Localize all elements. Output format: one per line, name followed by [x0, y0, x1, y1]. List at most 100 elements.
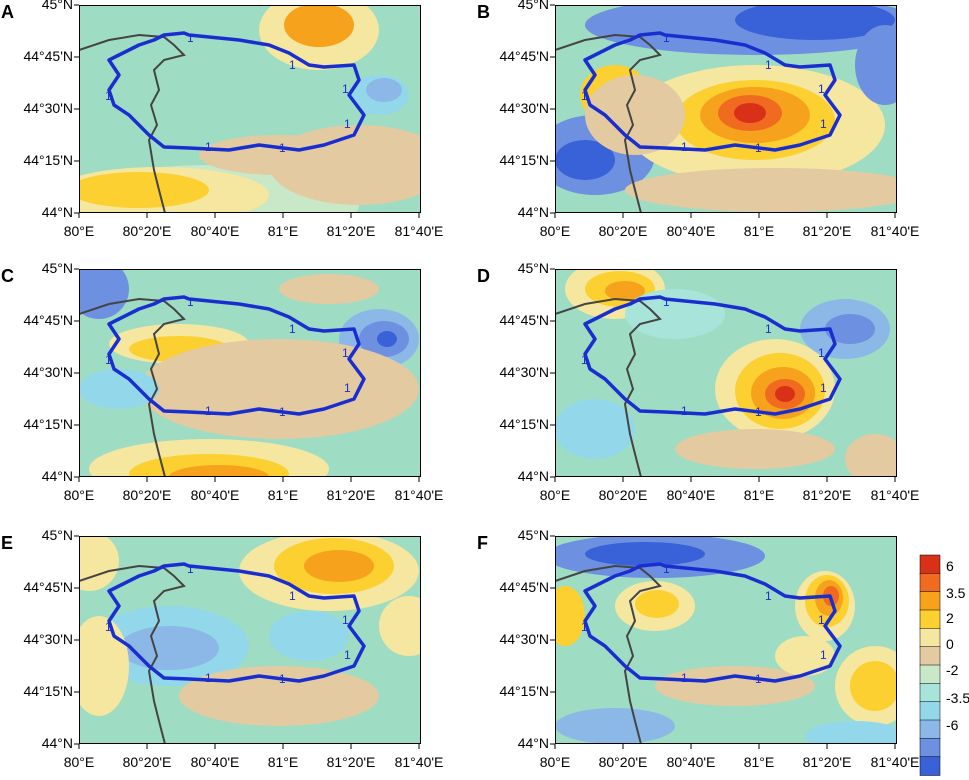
field-region — [379, 596, 421, 656]
lon-tick-label: 81°E — [743, 754, 775, 770]
lon-tick-label: 80°40'E — [666, 487, 716, 503]
field-region — [304, 550, 374, 582]
lon-tick-label: 80°40'E — [190, 754, 240, 770]
colorbar-label: 3.5 — [946, 585, 966, 601]
lat-tick-label: 44°15'N — [23, 416, 73, 432]
lon-tick-label: 81°40'E — [870, 487, 920, 503]
contour-label: 1 — [289, 58, 296, 72]
lat-tick-label: 44°15'N — [499, 683, 549, 699]
lon-tick-label: 81°E — [267, 223, 299, 239]
study-area-outline — [583, 295, 842, 416]
contour-label: 1 — [344, 381, 351, 395]
field-region — [79, 616, 129, 716]
field-region — [79, 369, 159, 409]
contour-label: 1 — [187, 562, 194, 576]
lon-tick-label: 81°40'E — [870, 754, 920, 770]
lon-tick-label: 80°40'E — [190, 487, 240, 503]
field-region — [775, 386, 795, 402]
panel-frame — [555, 5, 897, 213]
contour-label: 1 — [765, 322, 772, 336]
lat-tick-label: 44°45'N — [23, 48, 73, 64]
lon-tick-label: 80°E — [63, 487, 95, 503]
colorbar-swatch — [919, 756, 941, 776]
lat-tick-label: 45°N — [517, 0, 549, 12]
lon-tick-label: 80°E — [539, 223, 571, 239]
field-region — [139, 339, 419, 439]
contour-label: 1 — [755, 141, 762, 155]
lat-tick-label: 44°45'N — [23, 312, 73, 328]
lon-tick-label: 81°40'E — [870, 223, 920, 239]
contour-label: 1 — [663, 31, 670, 45]
panel-letter-d: D — [477, 266, 490, 286]
colorbar-label: -6 — [946, 717, 959, 733]
lon-tick-label: 80°E — [63, 754, 95, 770]
study-area-outline — [107, 31, 366, 152]
contour-label: 1 — [818, 82, 825, 96]
lon-tick-label: 81°E — [743, 223, 775, 239]
field-region — [855, 25, 897, 105]
contour-label: 1 — [755, 405, 762, 419]
panel-frame — [79, 269, 421, 477]
field-region — [119, 626, 219, 670]
lon-tick-label: 80°20'E — [122, 754, 172, 770]
contour-label: 1 — [663, 295, 670, 309]
field-region — [585, 75, 685, 155]
lon-tick-label: 80°E — [539, 754, 571, 770]
lat-tick-label: 44°45'N — [23, 579, 73, 595]
field-region — [169, 465, 269, 477]
contour-label: 1 — [663, 562, 670, 576]
contour-label: 1 — [681, 140, 688, 154]
field-region — [735, 5, 895, 40]
map-panel-f: 1 1 1 1 1 1 1 — [550, 535, 897, 749]
panel-letter-f: F — [477, 533, 488, 553]
contour-label: 1 — [765, 58, 772, 72]
field-region — [366, 78, 402, 102]
map-panel-c: 1 1 1 1 1 1 1 — [74, 268, 421, 482]
contour-label: 1 — [187, 31, 194, 45]
panel-frame — [555, 269, 897, 477]
colorbar-label: 6 — [946, 558, 954, 574]
colorbar-swatch — [919, 664, 941, 685]
lon-tick-label: 80°40'E — [666, 223, 716, 239]
field-region — [805, 721, 897, 744]
colorbar-swatch — [919, 573, 941, 593]
field-region — [79, 269, 129, 319]
contour-label: 1 — [205, 671, 212, 685]
contour-label: 1 — [765, 589, 772, 603]
contour-label: 1 — [581, 89, 588, 103]
contour-label: 1 — [279, 405, 286, 419]
lat-tick-label: 44°N — [517, 735, 549, 751]
contour-label: 1 — [818, 613, 825, 627]
field-region — [585, 542, 705, 566]
lat-tick-label: 44°15'N — [499, 416, 549, 432]
lon-tick-label: 80°20'E — [122, 487, 172, 503]
lat-tick-label: 45°N — [517, 527, 549, 543]
contour-label: 1 — [205, 404, 212, 418]
lat-tick-label: 44°30'N — [499, 631, 549, 647]
contour-label: 1 — [289, 322, 296, 336]
map-panel-e: 1 1 1 1 1 1 1 — [74, 535, 421, 749]
field-region — [675, 429, 835, 469]
lat-tick-label: 44°N — [517, 204, 549, 220]
panel-frame — [79, 5, 421, 213]
field-region — [635, 590, 679, 618]
lat-tick-label: 44°N — [517, 468, 549, 484]
field-region — [284, 5, 354, 47]
lat-tick-label: 44°45'N — [499, 48, 549, 64]
lon-tick-label: 80°E — [63, 223, 95, 239]
contour-label: 1 — [581, 353, 588, 367]
lon-tick-label: 80°20'E — [122, 223, 172, 239]
field-region — [555, 399, 635, 459]
study-area-outline — [583, 31, 842, 152]
contour-label: 1 — [105, 89, 112, 103]
lon-tick-label: 81°E — [743, 487, 775, 503]
lat-tick-label: 44°30'N — [23, 100, 73, 116]
border-line — [555, 564, 662, 744]
contour-label: 1 — [279, 141, 286, 155]
field-region — [845, 434, 897, 477]
lat-tick-label: 44°N — [41, 204, 73, 220]
contour-label: 1 — [342, 613, 349, 627]
colorbar-label: 0 — [946, 636, 954, 652]
field-region — [850, 661, 897, 711]
colorbar-swatch — [919, 591, 941, 611]
